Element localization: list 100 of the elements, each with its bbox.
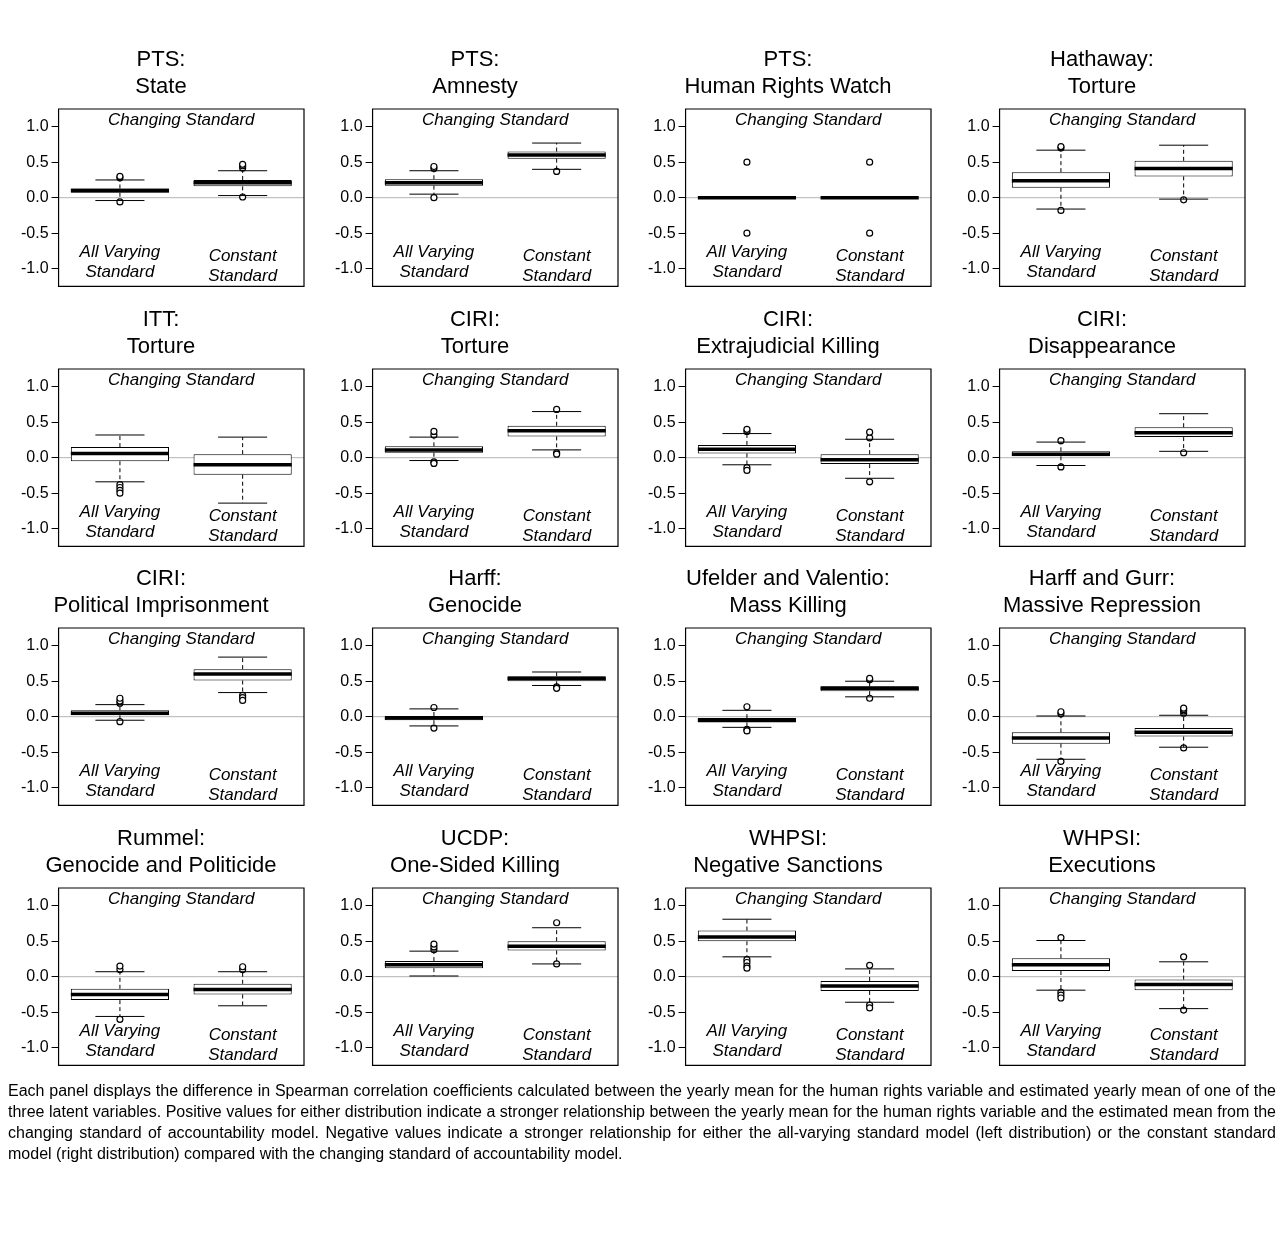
- y-tick-label: 0.0: [339, 188, 363, 206]
- y-tick-label: -0.5: [647, 742, 676, 760]
- y-tick-label: 0.5: [653, 671, 676, 689]
- annotation: Changing Standard: [735, 110, 883, 130]
- y-tick-label: -1.0: [647, 1037, 676, 1055]
- annotation: Changing Standard: [108, 888, 256, 908]
- chart-title: PTS: Human Rights Watch: [684, 45, 892, 99]
- y-tick-label: -0.5: [647, 483, 676, 501]
- y-tick-label: 1.0: [966, 376, 990, 394]
- chart-title: Ufelder and Valentio: Mass Killing: [686, 564, 890, 618]
- annotation: Changing Standard: [1048, 629, 1196, 649]
- y-tick-label: 0.0: [966, 447, 990, 465]
- y-tick-label: -0.5: [647, 223, 676, 241]
- chart-title: WHPSI: Executions: [1047, 824, 1156, 877]
- x-tick-label: Constant Standard: [1148, 764, 1219, 804]
- y-tick-label: -1.0: [334, 1037, 363, 1055]
- y-tick-label: 0.5: [26, 671, 49, 689]
- y-tick-label: 0.0: [653, 447, 676, 465]
- annotation: Changing Standard: [108, 629, 256, 649]
- chart-title: PTS: Amnesty: [431, 45, 518, 99]
- y-tick-label: 1.0: [653, 117, 676, 135]
- y-tick-label: 1.0: [26, 117, 49, 135]
- y-tick-label: -0.5: [334, 483, 363, 501]
- annotation: Changing Standard: [421, 629, 569, 649]
- y-tick-label: 1.0: [966, 636, 990, 654]
- y-tick-label: -0.5: [647, 1002, 676, 1020]
- y-tick-label: 1.0: [339, 636, 363, 654]
- y-tick-label: 0.0: [339, 707, 363, 725]
- annotation: Changing Standard: [421, 369, 569, 389]
- y-tick-label: -1.0: [334, 518, 363, 536]
- annotation: Changing Standard: [108, 369, 256, 389]
- y-tick-label: 0.0: [653, 188, 676, 206]
- y-tick-label: -0.5: [961, 742, 990, 760]
- y-tick-label: 0.5: [653, 931, 676, 949]
- x-tick-label: All Varying Standard: [392, 1020, 475, 1060]
- x-tick-label: All Varying Standard: [78, 241, 161, 281]
- y-tick-label: -1.0: [647, 259, 676, 277]
- y-tick-label: -1.0: [20, 778, 49, 796]
- y-tick-label: 1.0: [653, 376, 676, 394]
- y-tick-label: 0.5: [339, 152, 363, 170]
- y-tick-label: 0.5: [966, 931, 990, 949]
- y-tick-label: 0.5: [26, 931, 49, 949]
- y-tick-label: -1.0: [961, 778, 990, 796]
- x-tick-label: All Varying Standard: [1019, 1020, 1102, 1060]
- y-tick-label: -0.5: [20, 742, 49, 760]
- annotation: Changing Standard: [421, 888, 569, 908]
- x-tick-label: Constant Standard: [208, 764, 278, 804]
- y-tick-label: -1.0: [961, 1037, 990, 1055]
- x-tick-label: Constant Standard: [835, 505, 905, 545]
- y-tick-label: -1.0: [647, 778, 676, 796]
- y-tick-label: 1.0: [26, 636, 49, 654]
- y-tick-label: 0.5: [26, 412, 49, 430]
- x-tick-label: Constant Standard: [1148, 245, 1219, 285]
- y-tick-label: -1.0: [334, 778, 363, 796]
- x-tick-label: Constant Standard: [1148, 1024, 1219, 1064]
- y-tick-label: 1.0: [339, 117, 363, 135]
- chart-title: ITT: Torture: [126, 305, 196, 358]
- x-tick-label: All Varying Standard: [78, 1020, 161, 1060]
- x-tick-label: Constant Standard: [1148, 505, 1219, 545]
- y-tick-label: 0.5: [966, 671, 990, 689]
- annotation: Changing Standard: [1048, 888, 1196, 908]
- y-tick-label: -0.5: [334, 223, 363, 241]
- x-tick-label: Constant Standard: [208, 1024, 278, 1064]
- annotation: Changing Standard: [421, 110, 569, 130]
- chart-title: CIRI: Political Imprisonment: [53, 564, 269, 618]
- annotation: Changing Standard: [735, 629, 883, 649]
- y-tick-label: 0.0: [26, 966, 49, 984]
- y-tick-label: -1.0: [334, 259, 363, 277]
- chart-title: CIRI: Disappearance: [1027, 305, 1176, 358]
- y-tick-label: 1.0: [653, 636, 676, 654]
- x-tick-label: All Varying Standard: [1019, 760, 1102, 800]
- y-tick-label: 0.5: [26, 152, 49, 170]
- y-tick-label: -1.0: [20, 1037, 49, 1055]
- x-tick-label: Constant Standard: [835, 245, 905, 285]
- annotation: Changing Standard: [108, 110, 256, 130]
- x-tick-label: All Varying Standard: [705, 501, 788, 541]
- chart-title: CIRI: Extrajudicial Killing: [696, 305, 880, 358]
- chart-title: CIRI: Torture: [440, 305, 509, 358]
- chart-title: Harff and Gurr: Massive Repression: [1002, 564, 1201, 618]
- x-tick-label: All Varying Standard: [1019, 501, 1102, 541]
- chart-title: Hathaway: Torture: [1049, 45, 1154, 99]
- y-tick-label: 0.0: [966, 707, 990, 725]
- y-tick-label: 0.0: [339, 966, 363, 984]
- x-tick-label: Constant Standard: [208, 505, 278, 545]
- y-tick-label: -0.5: [334, 1002, 363, 1020]
- chart-title: Rummel: Genocide and Politicide: [45, 824, 277, 877]
- y-tick-label: 0.0: [26, 707, 49, 725]
- x-tick-label: All Varying Standard: [392, 760, 475, 800]
- x-tick-label: All Varying Standard: [1019, 241, 1102, 281]
- y-tick-label: 0.5: [339, 931, 363, 949]
- y-tick-label: 1.0: [26, 895, 49, 913]
- x-tick-label: Constant Standard: [521, 245, 592, 285]
- y-tick-label: -1.0: [20, 518, 49, 536]
- annotation: Changing Standard: [1048, 110, 1196, 130]
- y-tick-label: 0.5: [653, 412, 676, 430]
- x-tick-label: Constant Standard: [521, 764, 592, 804]
- x-tick-label: All Varying Standard: [705, 1020, 788, 1060]
- y-tick-label: 0.0: [653, 707, 676, 725]
- y-tick-label: 1.0: [26, 376, 49, 394]
- x-tick-label: Constant Standard: [521, 505, 592, 545]
